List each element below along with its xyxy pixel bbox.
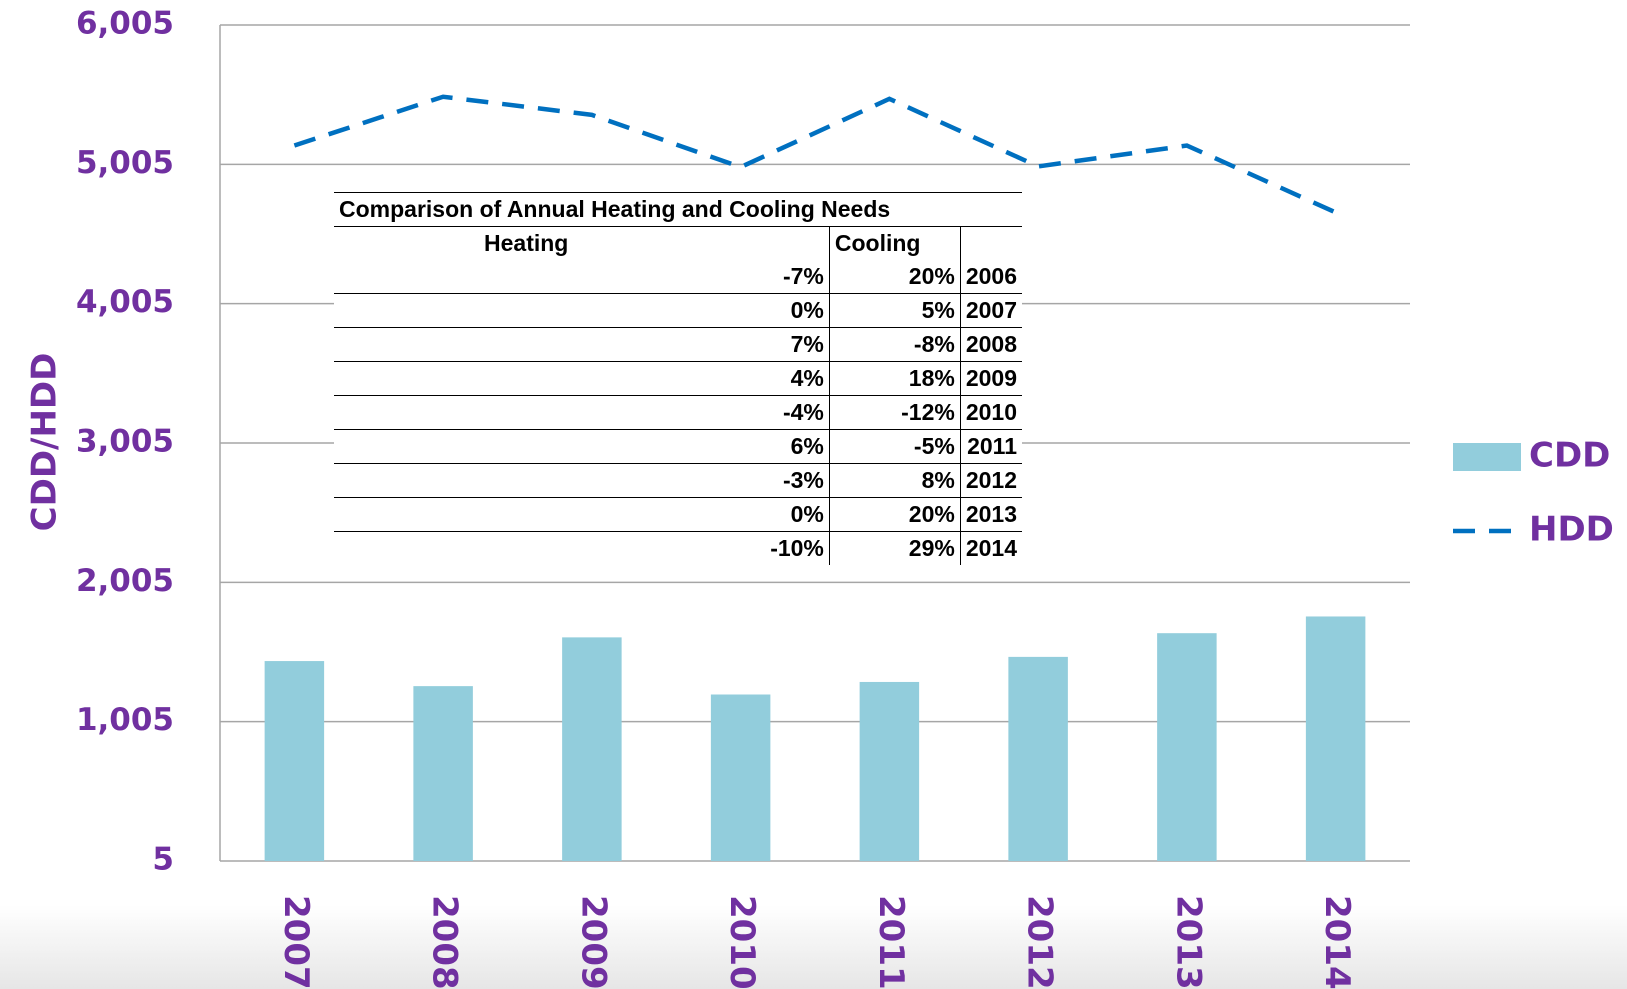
table-row: 6% -5% 2011 bbox=[334, 429, 1022, 464]
table-cell: -5% bbox=[829, 429, 961, 464]
x-tick-label: 2014 bbox=[1317, 895, 1357, 989]
y-tick-label: 1,005 bbox=[76, 702, 174, 738]
x-tick-label: 2013 bbox=[1168, 895, 1208, 989]
x-tick-label: 2010 bbox=[722, 895, 762, 989]
table-cell: 7% bbox=[334, 327, 830, 362]
table-cell: 6% bbox=[334, 429, 830, 464]
bar bbox=[1305, 616, 1366, 861]
table-cell: 0% bbox=[334, 293, 830, 328]
table-cell: 2014 bbox=[965, 535, 1017, 561]
table-cell: 20% bbox=[829, 497, 961, 532]
table-cell: 29% bbox=[829, 531, 961, 565]
x-tick-label: 2009 bbox=[573, 895, 613, 989]
table-cell: 18% bbox=[829, 361, 961, 396]
legend-label: CDD bbox=[1529, 436, 1610, 476]
table-cell: 2006 bbox=[960, 260, 1022, 294]
x-tick-label: 2007 bbox=[276, 895, 316, 989]
bar bbox=[710, 694, 771, 861]
table-cell: 2013 bbox=[960, 497, 1022, 532]
table-row: -10% 29% 2014 bbox=[334, 531, 1022, 565]
table-row: -7% 20% 2006 bbox=[334, 260, 1022, 294]
table-header bbox=[960, 227, 1022, 261]
table-cell: 8% bbox=[829, 463, 961, 498]
table-cell: 2011 bbox=[960, 429, 1022, 464]
bar bbox=[1157, 633, 1217, 861]
y-tick-label: 5,005 bbox=[76, 145, 174, 181]
table-title: Comparison of Annual Heating and Cooling… bbox=[334, 192, 1022, 227]
table-cell: 2008 bbox=[960, 327, 1022, 362]
table-row: 0% 5% 2007 bbox=[334, 293, 1022, 328]
table-row: -4% -12% 2010 bbox=[334, 395, 1022, 430]
legend-label: HDD bbox=[1529, 510, 1614, 550]
table-cell: 2010 bbox=[960, 395, 1022, 430]
comparison-table: Comparison of Annual Heating and Cooling… bbox=[334, 192, 1022, 565]
table-header-row: Heating Cooling bbox=[334, 226, 1022, 261]
table-cell: 2012 bbox=[960, 463, 1022, 498]
bar bbox=[1008, 656, 1068, 861]
table-row: 4% 18% 2009 bbox=[334, 361, 1022, 396]
table-cell: -12% bbox=[829, 395, 961, 430]
table-row: 7% -8% 2008 bbox=[334, 327, 1022, 362]
x-tick-label: 2011 bbox=[871, 895, 911, 989]
y-tick-label: 6,005 bbox=[76, 6, 174, 42]
footer-band bbox=[0, 905, 1627, 989]
table-cell: 4% bbox=[334, 361, 830, 396]
y-tick-label: 5 bbox=[152, 842, 174, 878]
y-tick-label: 2,005 bbox=[76, 563, 174, 599]
x-tick-label: 2012 bbox=[1020, 895, 1060, 989]
table-cell: -4% bbox=[334, 395, 830, 430]
table-cell: -7% bbox=[334, 260, 830, 294]
table-cell: 0% bbox=[334, 497, 830, 532]
table-cell: 2007 bbox=[960, 293, 1022, 328]
bar bbox=[562, 637, 622, 861]
bar bbox=[859, 681, 920, 861]
table-cell: 5% bbox=[829, 293, 961, 328]
y-tick-label: 3,005 bbox=[76, 424, 174, 460]
y-tick-label: 4,005 bbox=[76, 284, 174, 320]
table-header: Heating bbox=[334, 226, 830, 260]
table-row: 0% 20% 2013 bbox=[334, 497, 1022, 532]
table-header: Cooling bbox=[829, 226, 961, 260]
y-axis-title: CDD/HDD bbox=[25, 353, 65, 532]
legend-swatch bbox=[1453, 443, 1521, 471]
table-title-row: Comparison of Annual Heating and Cooling… bbox=[334, 192, 1022, 227]
table-row: -3% 8% 2012 bbox=[334, 463, 1022, 498]
bar bbox=[264, 661, 325, 861]
table-cell: 2009 bbox=[960, 361, 1022, 396]
table-cell: -8% bbox=[829, 327, 961, 362]
table-cell: 20% bbox=[829, 260, 961, 294]
line bbox=[293, 94, 1337, 215]
x-tick-label: 2008 bbox=[425, 895, 465, 989]
bar bbox=[413, 686, 473, 861]
table-cell: -3% bbox=[334, 463, 830, 498]
table-cell: -10% bbox=[334, 531, 830, 565]
